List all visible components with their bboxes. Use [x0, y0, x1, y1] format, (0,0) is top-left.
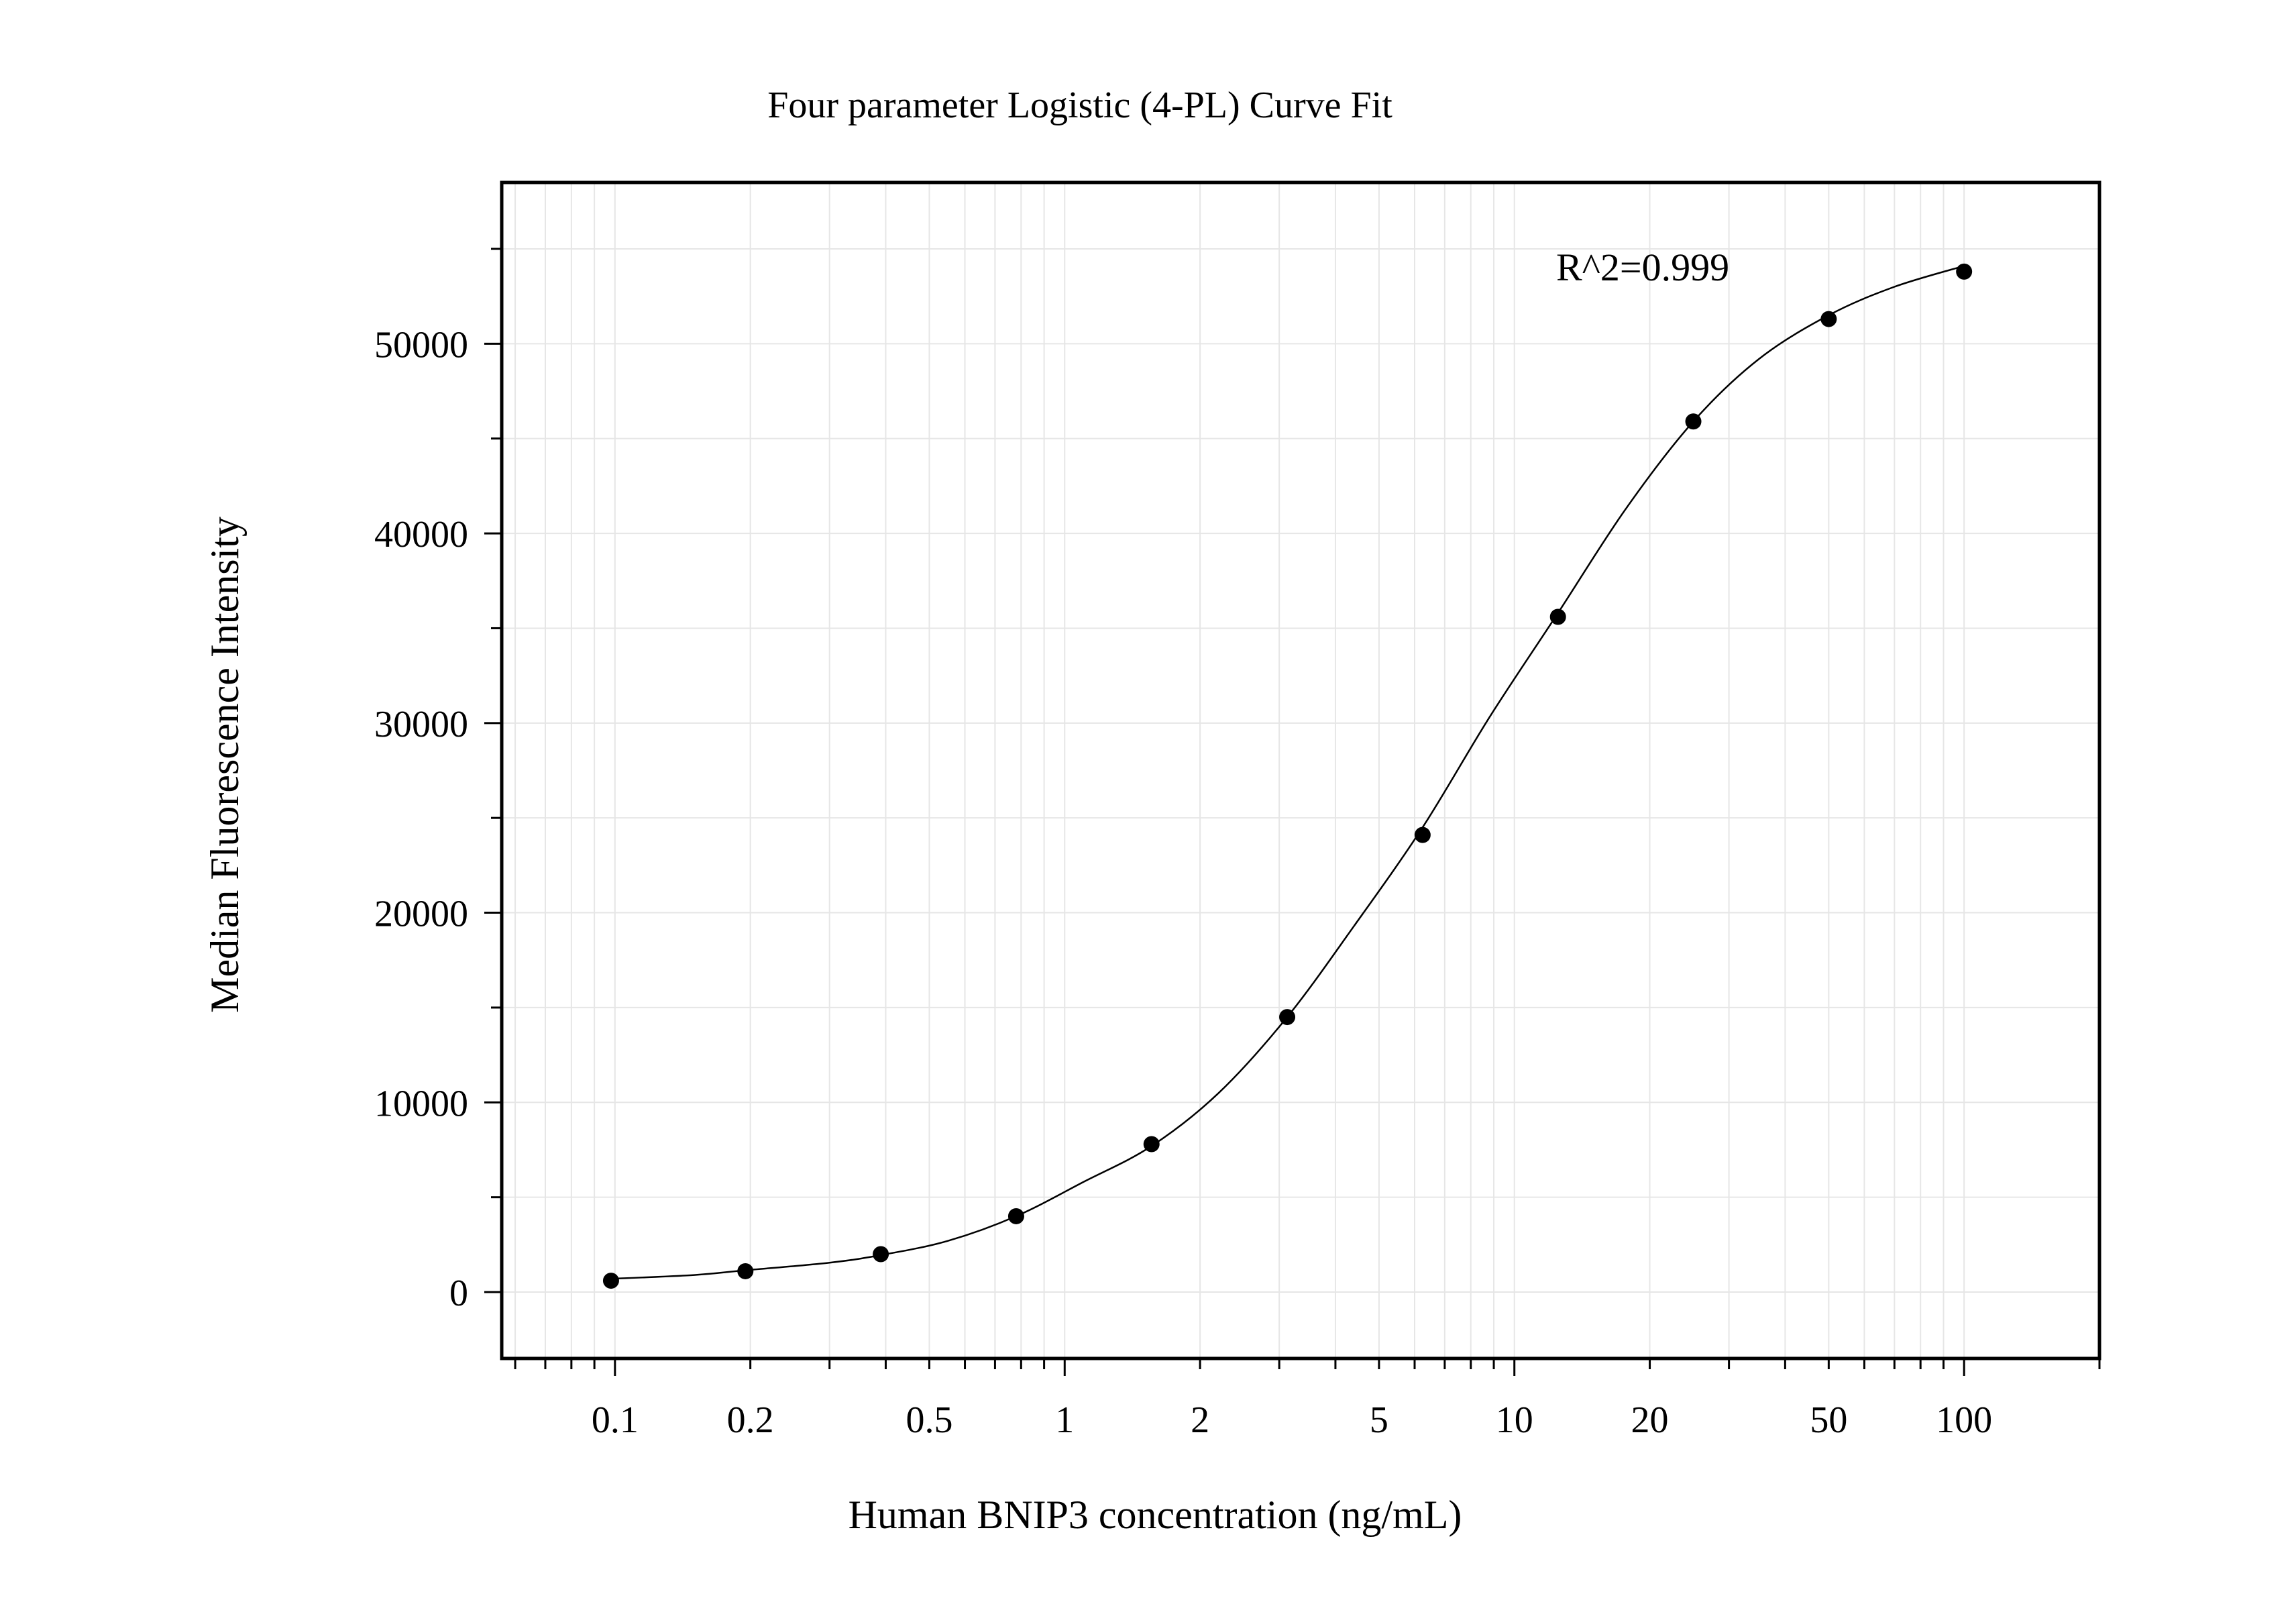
data-point [737, 1263, 754, 1279]
x-tick-label: 0.2 [727, 1399, 774, 1441]
x-tick-label: 1 [1055, 1399, 1074, 1441]
x-tick-label: 100 [1936, 1399, 1992, 1441]
x-tick-label: 2 [1191, 1399, 1209, 1441]
x-tick-label: 20 [1631, 1399, 1669, 1441]
data-point [602, 1273, 619, 1289]
grid [502, 182, 2100, 1358]
tick-labels: 0.1 0.2 0.5 1 2 5 10 20 50 100 0 10000 20000 30000 400… [374, 324, 1992, 1441]
axis-ticks [484, 248, 2101, 1376]
y-tick-label: 30000 [374, 704, 468, 745]
x-tick-label: 10 [1496, 1399, 1533, 1441]
y-tick-label: 20000 [374, 894, 468, 935]
data-point [1956, 263, 1973, 280]
chart-title: Four parameter Logistic (4-PL) Curve Fit [767, 85, 1392, 126]
data-point [1279, 1009, 1296, 1026]
data-points [602, 263, 1973, 1289]
y-tick-label: 40000 [374, 514, 468, 555]
x-tick-label: 50 [1810, 1399, 1847, 1441]
y-tick-label: 50000 [374, 324, 468, 366]
x-tick-label: 5 [1370, 1399, 1388, 1441]
y-axis-label: Median Fluorescence Intensity [203, 517, 247, 1013]
x-axis-label: Human BNIP3 concentration (ng/mL) [849, 1493, 1462, 1537]
y-tick-label: 0 [449, 1273, 468, 1314]
x-tick-label: 0.1 [592, 1399, 639, 1441]
data-point [1007, 1208, 1024, 1224]
data-point [1820, 311, 1837, 327]
fit-curve [610, 265, 1965, 1280]
r-squared-annotation: R^2=0.999 [1556, 246, 1729, 289]
data-point [1414, 826, 1431, 843]
data-point [1685, 413, 1702, 430]
data-point [1549, 608, 1566, 625]
y-tick-label: 10000 [374, 1083, 468, 1124]
data-point [873, 1246, 889, 1263]
plot-frame [500, 180, 2101, 1360]
data-point [1143, 1136, 1160, 1153]
x-tick-label: 0.5 [906, 1399, 952, 1441]
